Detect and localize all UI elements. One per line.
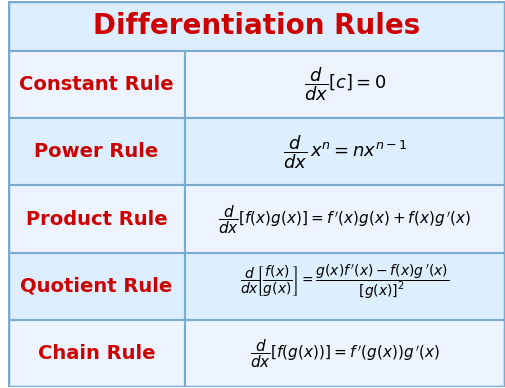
FancyBboxPatch shape [184, 320, 504, 387]
Text: Constant Rule: Constant Rule [19, 75, 174, 94]
FancyBboxPatch shape [9, 185, 184, 253]
FancyBboxPatch shape [9, 51, 184, 118]
Text: $\dfrac{d}{dx}\!\left[\dfrac{f(x)}{g(x)}\right]=\dfrac{g(x)f\,'(x)-f(x)g\,'(x)}{: $\dfrac{d}{dx}\!\left[\dfrac{f(x)}{g(x)}… [240, 263, 448, 301]
Text: $\dfrac{d}{dx}[c] = 0$: $\dfrac{d}{dx}[c] = 0$ [303, 66, 385, 104]
FancyBboxPatch shape [184, 253, 504, 320]
FancyBboxPatch shape [9, 118, 184, 185]
FancyBboxPatch shape [9, 253, 184, 320]
FancyBboxPatch shape [9, 320, 184, 387]
Text: Differentiation Rules: Differentiation Rules [93, 12, 420, 40]
FancyBboxPatch shape [184, 51, 504, 118]
FancyBboxPatch shape [9, 1, 504, 51]
Text: $\dfrac{d}{dx}\,x^n = nx^{n-1}$: $\dfrac{d}{dx}\,x^n = nx^{n-1}$ [282, 133, 407, 171]
FancyBboxPatch shape [184, 185, 504, 253]
Text: $\dfrac{d}{dx}\left[f(g(x))\right]=f\,'(g(x))g\,'(x)$: $\dfrac{d}{dx}\left[f(g(x))\right]=f\,'(… [249, 337, 439, 370]
Text: Product Rule: Product Rule [26, 210, 167, 229]
FancyBboxPatch shape [184, 118, 504, 185]
Text: Chain Rule: Chain Rule [38, 344, 155, 363]
Text: Power Rule: Power Rule [34, 142, 159, 161]
Text: Quotient Rule: Quotient Rule [20, 277, 172, 296]
Text: $\dfrac{d}{dx}[f(x)g(x)] = f\,'(x)g(x)+f(x)g\,'(x)$: $\dfrac{d}{dx}[f(x)g(x)] = f\,'(x)g(x)+f… [218, 203, 471, 236]
